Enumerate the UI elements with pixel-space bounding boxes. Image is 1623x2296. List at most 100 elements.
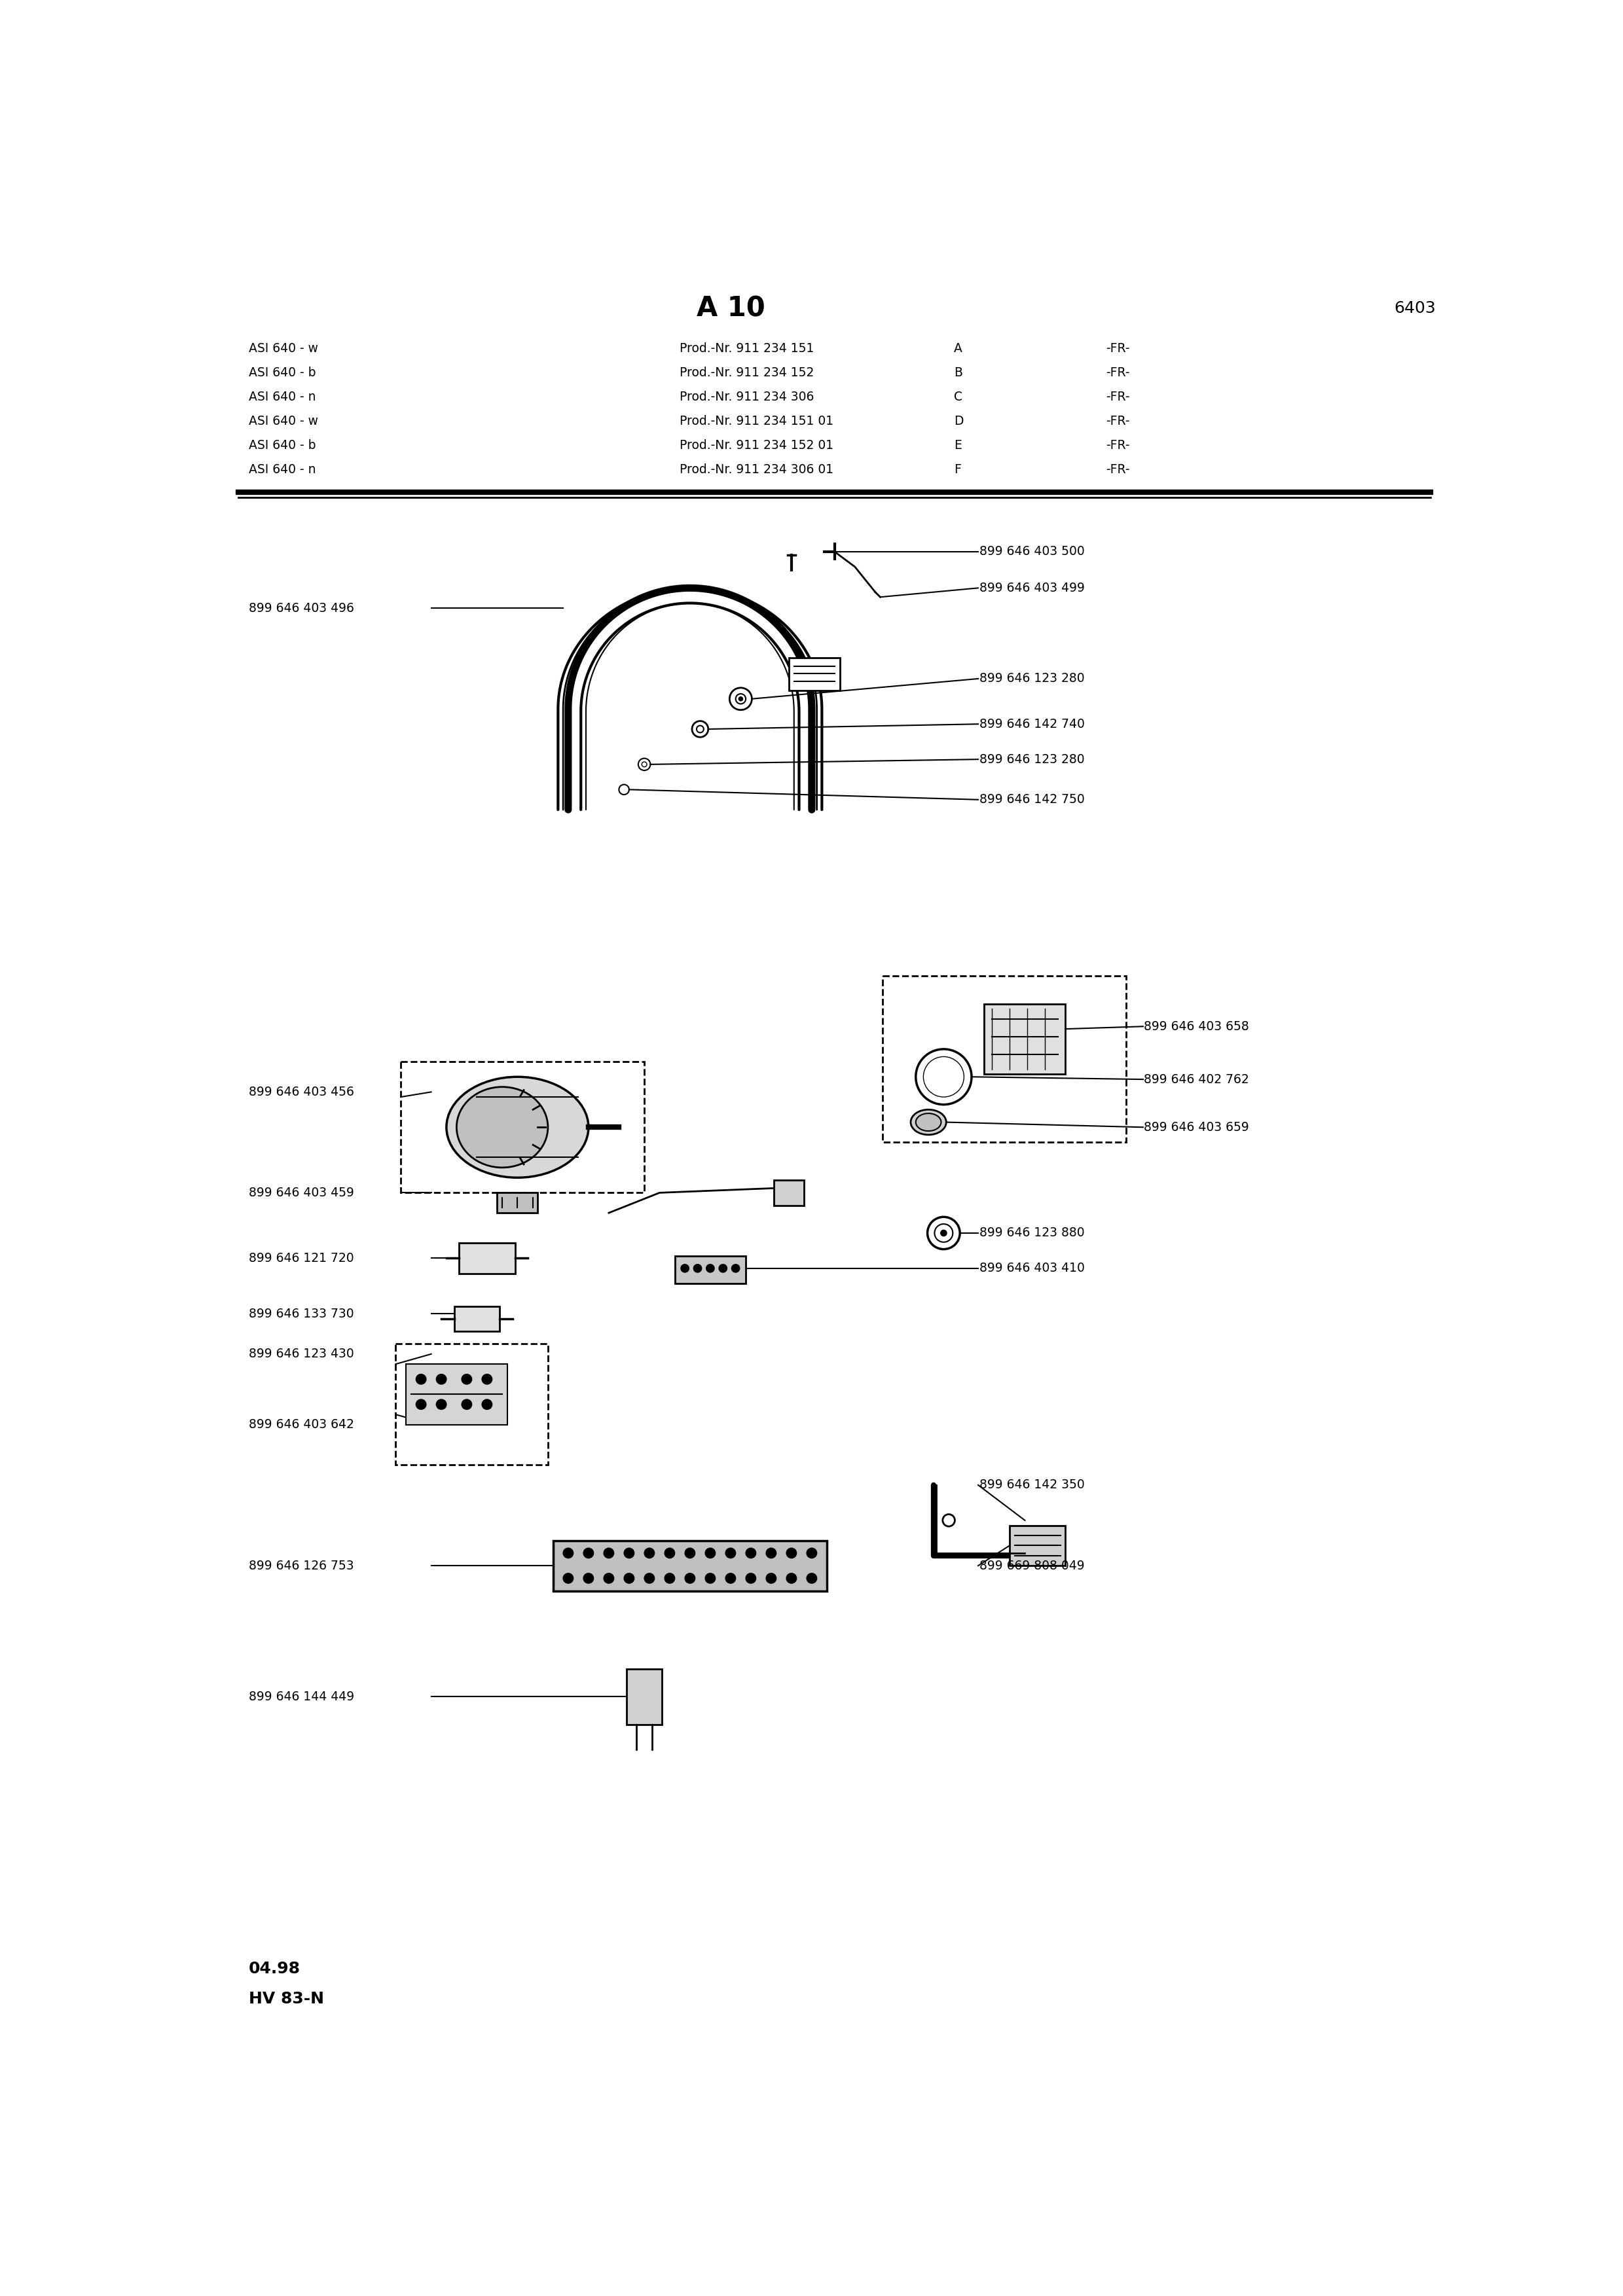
Text: Prod.-Nr. 911 234 306 01: Prod.-Nr. 911 234 306 01 [680,464,834,475]
Circle shape [563,1548,573,1559]
Text: 899 646 403 658: 899 646 403 658 [1144,1019,1250,1033]
Text: 04.98: 04.98 [248,1961,300,1977]
Circle shape [623,1548,635,1559]
Text: 899 669 808 049: 899 669 808 049 [979,1559,1084,1573]
Text: Prod.-Nr. 911 234 152 01: Prod.-Nr. 911 234 152 01 [680,439,834,452]
Circle shape [747,1548,756,1559]
Circle shape [787,1573,797,1584]
Circle shape [732,1265,740,1272]
Text: 899 646 403 410: 899 646 403 410 [979,1263,1084,1274]
FancyBboxPatch shape [553,1541,828,1591]
Text: 899 646 123 280: 899 646 123 280 [979,753,1084,765]
Circle shape [437,1398,446,1410]
Text: Prod.-Nr. 911 234 152: Prod.-Nr. 911 234 152 [680,367,815,379]
Circle shape [704,1573,716,1584]
Circle shape [604,1548,613,1559]
FancyBboxPatch shape [454,1306,500,1332]
FancyBboxPatch shape [774,1180,803,1205]
Ellipse shape [446,1077,589,1178]
Circle shape [461,1375,472,1384]
FancyBboxPatch shape [675,1256,747,1283]
Circle shape [706,1265,714,1272]
Text: 899 646 142 740: 899 646 142 740 [979,719,1084,730]
Circle shape [644,1573,654,1584]
Circle shape [680,1265,688,1272]
Text: E: E [954,439,961,452]
Text: A: A [954,342,962,356]
Circle shape [482,1398,492,1410]
Circle shape [807,1573,816,1584]
Circle shape [704,1548,716,1559]
Circle shape [725,1573,735,1584]
Text: 899 646 126 753: 899 646 126 753 [248,1559,354,1573]
Text: C: C [954,390,962,404]
Text: -FR-: -FR- [1105,439,1130,452]
Circle shape [787,1548,797,1559]
Text: D: D [954,416,964,427]
Text: F: F [954,464,961,475]
Text: 899 646 123 880: 899 646 123 880 [979,1226,1084,1240]
Circle shape [664,1548,675,1559]
Text: B: B [954,367,962,379]
Text: Prod.-Nr. 911 234 151: Prod.-Nr. 911 234 151 [680,342,815,356]
Text: ASI 640 - b: ASI 640 - b [248,439,315,452]
Text: 899 646 402 762: 899 646 402 762 [1144,1072,1250,1086]
Text: 899 646 123 430: 899 646 123 430 [248,1348,354,1359]
FancyBboxPatch shape [1010,1525,1065,1566]
FancyBboxPatch shape [497,1192,537,1212]
Circle shape [623,1573,635,1584]
Circle shape [719,1265,727,1272]
Circle shape [415,1375,427,1384]
Text: 6403: 6403 [1394,301,1436,317]
Text: 899 646 142 350: 899 646 142 350 [979,1479,1084,1492]
Circle shape [685,1573,695,1584]
Text: 899 646 403 499: 899 646 403 499 [979,581,1084,595]
Circle shape [664,1573,675,1584]
Text: 899 646 403 500: 899 646 403 500 [979,546,1084,558]
FancyBboxPatch shape [984,1003,1065,1075]
Circle shape [437,1375,446,1384]
Circle shape [583,1548,594,1559]
Ellipse shape [915,1114,941,1132]
Ellipse shape [456,1086,549,1169]
Text: Prod.-Nr. 911 234 151 01: Prod.-Nr. 911 234 151 01 [680,416,834,427]
Text: 899 646 403 456: 899 646 403 456 [248,1086,354,1097]
Circle shape [461,1398,472,1410]
Text: 899 646 133 730: 899 646 133 730 [248,1306,354,1320]
Circle shape [583,1573,594,1584]
Text: Prod.-Nr. 911 234 306: Prod.-Nr. 911 234 306 [680,390,815,404]
Ellipse shape [911,1109,946,1134]
Text: -FR-: -FR- [1105,464,1130,475]
Circle shape [693,1265,701,1272]
Text: 899 646 142 750: 899 646 142 750 [979,794,1084,806]
Circle shape [747,1573,756,1584]
Circle shape [807,1548,816,1559]
Circle shape [415,1398,427,1410]
Circle shape [738,698,743,700]
Circle shape [766,1548,776,1559]
FancyBboxPatch shape [789,657,839,691]
Text: 899 646 403 496: 899 646 403 496 [248,602,354,615]
Text: 899 646 121 720: 899 646 121 720 [248,1251,354,1265]
Text: ASI 640 - n: ASI 640 - n [248,390,315,404]
Text: ASI 640 - w: ASI 640 - w [248,342,318,356]
FancyBboxPatch shape [406,1364,508,1424]
Circle shape [941,1231,946,1235]
Text: HV 83-N: HV 83-N [248,1991,325,2007]
Text: 899 646 123 280: 899 646 123 280 [979,673,1084,684]
Circle shape [482,1375,492,1384]
Text: ASI 640 - b: ASI 640 - b [248,367,315,379]
Text: 899 646 403 642: 899 646 403 642 [248,1419,354,1430]
FancyBboxPatch shape [459,1242,514,1274]
Text: 899 646 403 659: 899 646 403 659 [1144,1120,1250,1134]
Circle shape [604,1573,613,1584]
Circle shape [685,1548,695,1559]
Circle shape [943,1515,954,1527]
Text: 899 646 403 459: 899 646 403 459 [248,1187,354,1199]
FancyBboxPatch shape [626,1669,662,1724]
Text: -FR-: -FR- [1105,342,1130,356]
Text: ASI 640 - w: ASI 640 - w [248,416,318,427]
Circle shape [563,1573,573,1584]
Circle shape [644,1548,654,1559]
Text: A 10: A 10 [696,294,764,321]
